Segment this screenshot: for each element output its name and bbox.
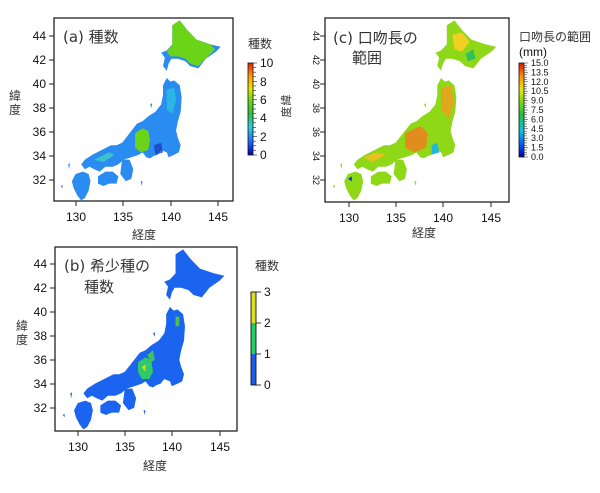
y-tick: 44 [311, 31, 321, 41]
colorbar [247, 62, 254, 156]
panel-c: 緯 度 44 42 40 38 36 34 32 130 135 140 [279, 17, 591, 240]
y-axis-label-top: 緯 [16, 318, 28, 333]
x-tick: 145 [208, 210, 228, 224]
y-tick: 40 [34, 305, 48, 319]
colorbar-title-line1: 口吻長の範囲 [519, 29, 591, 44]
colorbar-title-line2: (mm) [519, 45, 547, 59]
y-axis-label-top: 緯 [279, 95, 293, 106]
y-tick: 32 [311, 175, 321, 185]
y-tick: 42 [34, 281, 48, 295]
panel-b: 44 42 40 38 36 34 32 130 135 140 145 経度 … [16, 246, 279, 473]
colorbar-tick: 12.0 [531, 77, 549, 87]
colorbar-tick: 8 [260, 75, 267, 89]
colorbar [250, 291, 257, 386]
colorbar [518, 62, 525, 158]
colorbar-tick: 6.0 [531, 114, 544, 124]
colorbar-tick: 4.5 [531, 124, 544, 134]
colorbar-tick: 4 [260, 111, 267, 125]
x-tick: 140 [433, 211, 453, 225]
colorbar-segment-1-2 [251, 323, 256, 354]
colorbar-tick: 15.0 [531, 58, 549, 68]
colorbar-tick: 1 [264, 347, 271, 361]
y-tick: 34 [33, 149, 47, 163]
colorbar-tick: 0 [264, 378, 271, 392]
x-tick: 140 [161, 210, 181, 224]
x-tick: 145 [481, 211, 501, 225]
y-tick: 44 [34, 257, 48, 271]
x-axis-label: 経度 [412, 225, 436, 240]
y-tick: 44 [33, 29, 47, 43]
x-tick: 130 [68, 440, 88, 454]
x-tick: 135 [113, 210, 133, 224]
y-tick: 40 [311, 79, 321, 89]
y-tick: 38 [311, 103, 321, 113]
y-tick: 38 [33, 101, 47, 115]
panel-title-line2: 種数 [84, 278, 114, 296]
y-tick: 36 [33, 125, 47, 139]
map-species-richness [60, 20, 221, 201]
colorbar-tick: 3 [264, 285, 271, 299]
y-axis-label-bottom: 度 [16, 332, 28, 347]
x-tick: 135 [115, 440, 135, 454]
x-tick: 130 [339, 211, 359, 225]
x-axis-label: 経度 [143, 458, 167, 473]
y-tick: 32 [33, 173, 47, 187]
map-proboscis-range [332, 20, 497, 201]
colorbar-segment-2-3 [251, 292, 256, 323]
x-tick: 145 [210, 440, 230, 454]
map-rare-species [62, 249, 225, 430]
y-tick: 34 [34, 377, 48, 391]
y-tick: 38 [34, 329, 48, 343]
x-tick: 130 [66, 210, 86, 224]
panel-title-line1: (b) 希少種の [64, 257, 150, 275]
colorbar-tick: 2 [264, 316, 271, 330]
x-tick: 135 [386, 211, 406, 225]
colorbar-tick: 13.5 [531, 67, 549, 77]
panel-title-line1: (c) 口吻長の [333, 29, 418, 47]
colorbar-tick: 6 [260, 93, 267, 107]
colorbar-tick: 3.0 [531, 133, 544, 143]
x-tick: 140 [162, 440, 182, 454]
y-tick: 36 [34, 353, 48, 367]
y-tick: 42 [33, 53, 47, 67]
y-tick: 36 [311, 127, 321, 137]
panel-title: (a) 種数 [63, 28, 119, 46]
y-axis-label-bottom: 度 [9, 102, 21, 117]
colorbar-tick: 10.5 [531, 86, 549, 96]
panel-a: 44 42 40 38 36 34 32 130 135 140 145 経度 … [9, 17, 274, 242]
colorbar-title: 種数 [248, 36, 272, 51]
x-axis-label: 経度 [132, 227, 156, 242]
panel-title-line2: 範囲 [352, 49, 382, 67]
y-axis-label-bottom: 度 [279, 107, 293, 118]
colorbar-tick: 7.5 [531, 105, 544, 115]
colorbar-tick: 0.0 [531, 152, 544, 162]
y-tick: 40 [33, 77, 47, 91]
colorbar-tick: 9.0 [531, 96, 544, 106]
y-tick: 32 [34, 401, 48, 415]
y-axis-label-top: 緯 [9, 88, 21, 103]
colorbar-title: 種数 [255, 258, 279, 273]
colorbar-tick: 10 [260, 56, 274, 70]
y-tick: 34 [311, 151, 321, 161]
colorbar-segment-0-1 [251, 354, 256, 385]
colorbar-tick: 1.5 [531, 143, 544, 153]
y-tick: 42 [311, 55, 321, 65]
colorbar-tick: 2 [260, 130, 267, 144]
colorbar-tick: 0 [260, 148, 267, 162]
